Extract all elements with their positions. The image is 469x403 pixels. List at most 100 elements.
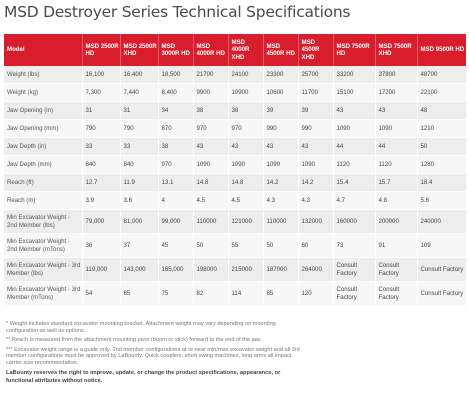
table-cell: Consult Factory bbox=[417, 281, 467, 306]
table-cell: Consult Factory bbox=[417, 257, 467, 282]
table-cell: 99,000 bbox=[158, 209, 194, 234]
spec-table: Model MSD 2500R HD MSD 2500R XHD MSD 300… bbox=[4, 34, 467, 306]
table-cell: 14.2 bbox=[298, 173, 334, 192]
table-cell: 790 bbox=[120, 119, 159, 138]
table-cell: 165,000 bbox=[158, 257, 194, 282]
table-cell: 990 bbox=[263, 119, 299, 138]
table-row: Min Excavator Weight - 2nd Member (mTons… bbox=[4, 233, 467, 258]
table-cell: 38 bbox=[158, 137, 194, 156]
table-cell: 15100 bbox=[333, 83, 376, 102]
table-row: Min Excavator Weight - 3rd Member (lbs) … bbox=[4, 257, 467, 282]
table-row: Min Excavator Weight - 3rd Member (mTons… bbox=[4, 281, 467, 306]
table-cell: 10600 bbox=[263, 83, 299, 102]
table-cell: 34 bbox=[158, 101, 194, 120]
table-cell: 790 bbox=[82, 119, 121, 138]
table-cell: 187000 bbox=[263, 257, 299, 282]
table-cell: Consult Factory bbox=[375, 257, 418, 282]
footnote-reach: ** Reach is measured from the attachment… bbox=[6, 337, 262, 343]
table-cell: 1120 bbox=[375, 155, 418, 174]
table-cell: 132000 bbox=[298, 209, 334, 234]
column-header: MSD 7500R XHD bbox=[375, 34, 418, 66]
table-cell: 4 bbox=[158, 191, 194, 210]
table-cell: 7,440 bbox=[120, 83, 159, 102]
table-cell: 1090 bbox=[333, 119, 376, 138]
table-cell: 11700 bbox=[298, 83, 334, 102]
table-row: Reach (m) 3.9 3.6 4 4.5 4.5 4.3 4.3 4.7 … bbox=[4, 191, 467, 210]
table-cell: 75 bbox=[158, 281, 194, 306]
table-cell: 970 bbox=[228, 119, 264, 138]
table-cell: 43 bbox=[263, 137, 299, 156]
table-cell: 60 bbox=[298, 233, 334, 258]
table-cell: 39 bbox=[263, 101, 299, 120]
table-cell: 198000 bbox=[193, 257, 229, 282]
row-label: Weight (kg) bbox=[4, 83, 83, 102]
table-cell: 24100 bbox=[228, 66, 264, 84]
table-cell: 65 bbox=[120, 281, 159, 306]
table-cell: 110000 bbox=[193, 209, 229, 234]
column-header: MSD 2500R XHD bbox=[120, 34, 159, 66]
table-cell: 21700 bbox=[193, 66, 229, 84]
column-header: MSD 4000R XHD bbox=[228, 34, 264, 66]
table-cell: 79,000 bbox=[82, 209, 121, 234]
table-cell: 36 bbox=[82, 233, 121, 258]
table-cell: 38 bbox=[228, 101, 264, 120]
table-cell: 43 bbox=[333, 101, 376, 120]
column-header: MSD 9500R HD bbox=[417, 34, 466, 66]
table-cell: 840 bbox=[120, 155, 159, 174]
table-cell: 85 bbox=[263, 281, 299, 306]
table-cell: 143,000 bbox=[120, 257, 159, 282]
table-cell: 82 bbox=[193, 281, 229, 306]
table-cell: 50 bbox=[193, 233, 229, 258]
table-cell: 10900 bbox=[228, 83, 264, 102]
table-cell: 31 bbox=[82, 101, 121, 120]
table-cell: 33200 bbox=[333, 66, 376, 84]
table-cell: 14.8 bbox=[193, 173, 229, 192]
table-cell: 1090 bbox=[193, 155, 229, 174]
table-cell: 54 bbox=[82, 281, 121, 306]
row-label: Jaw Depth (in) bbox=[4, 137, 83, 156]
table-cell: 990 bbox=[298, 119, 334, 138]
table-cell: 119,000 bbox=[82, 257, 121, 282]
row-label: Min Excavator Weight - 3rd Member (lbs) bbox=[4, 257, 83, 282]
table-cell: 1210 bbox=[417, 119, 467, 138]
table-cell: 16,100 bbox=[82, 66, 121, 84]
table-cell: 73 bbox=[333, 233, 376, 258]
table-cell: 15.7 bbox=[375, 173, 418, 192]
table-cell: 44 bbox=[375, 137, 418, 156]
table-cell: 37800 bbox=[375, 66, 418, 84]
table-cell: 14.2 bbox=[263, 173, 299, 192]
table-cell: Consult Factory bbox=[333, 281, 376, 306]
table-cell: 3.6 bbox=[120, 191, 159, 210]
table-cell: 43 bbox=[228, 137, 264, 156]
table-cell: 3.9 bbox=[82, 191, 121, 210]
table-cell: 840 bbox=[82, 155, 121, 174]
table-header-row: Model MSD 2500R HD MSD 2500R XHD MSD 300… bbox=[4, 34, 466, 66]
table-cell: 121000 bbox=[228, 209, 264, 234]
row-label: Min Excavator Weight - 3rd Member (mTons… bbox=[4, 281, 83, 306]
table-cell: Consult Factory bbox=[333, 257, 376, 282]
table-row: Jaw Opening (in) 31 31 34 38 38 39 39 43… bbox=[4, 101, 467, 120]
column-header: MSD 7500R HD bbox=[333, 34, 376, 66]
table-cell: 91 bbox=[375, 233, 418, 258]
column-header: MSD 2500R HD bbox=[82, 34, 121, 66]
row-label: Weight (lbs) bbox=[4, 66, 83, 84]
table-cell: Consult Factory bbox=[375, 281, 418, 306]
row-label: Jaw Opening (in) bbox=[4, 101, 83, 120]
table-cell: 160000 bbox=[333, 209, 376, 234]
table-cell: 8,400 bbox=[158, 83, 194, 102]
table-cell: 13.1 bbox=[158, 173, 194, 192]
table-cell: 1090 bbox=[375, 119, 418, 138]
table-cell: 4.8 bbox=[375, 191, 418, 210]
table-cell: 1280 bbox=[417, 155, 467, 174]
table-cell: 4.3 bbox=[298, 191, 334, 210]
column-header: MSD 4000R HD bbox=[193, 34, 229, 66]
table-cell: 5.6 bbox=[417, 191, 467, 210]
disclaimer: LaBounty reserves the right to improve, … bbox=[6, 370, 281, 384]
table-cell: 48 bbox=[417, 101, 467, 120]
table-cell: 39 bbox=[298, 101, 334, 120]
table-cell: 12.7 bbox=[82, 173, 121, 192]
table-cell: 16,400 bbox=[120, 66, 159, 84]
table-cell: 970 bbox=[158, 155, 194, 174]
column-header: Model bbox=[4, 34, 83, 66]
table-row: Weight (lbs) 16,100 16,400 18,500 21700 … bbox=[4, 66, 467, 84]
